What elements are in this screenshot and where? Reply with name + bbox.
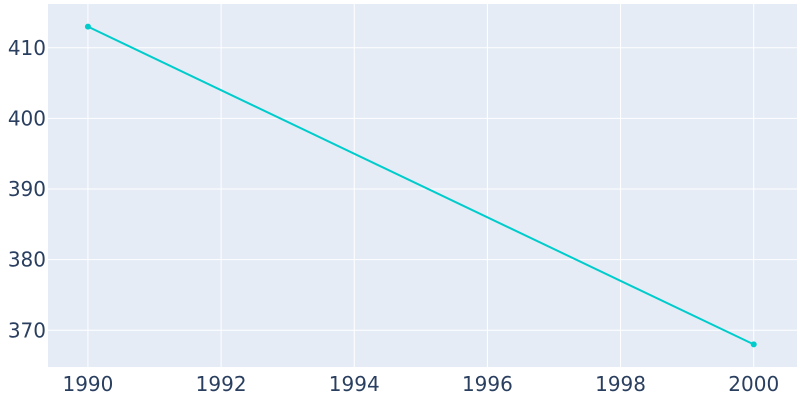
- data-point: [750, 341, 757, 348]
- y-tick-label: 400: [8, 106, 46, 130]
- y-tick-label: 390: [8, 177, 46, 201]
- y-tick-label: 370: [8, 318, 46, 342]
- data-point: [84, 23, 91, 30]
- x-tick-label: 1998: [595, 372, 646, 396]
- y-tick-label: 410: [8, 36, 46, 60]
- series-line: [87, 25, 755, 346]
- x-tick-label: 1990: [62, 372, 113, 396]
- y-tick-label: 380: [8, 248, 46, 272]
- x-tick-label: 1994: [329, 372, 380, 396]
- x-tick-label: 2000: [728, 372, 779, 396]
- x-tick-label: 1996: [462, 372, 513, 396]
- x-tick-label: 1992: [196, 372, 247, 396]
